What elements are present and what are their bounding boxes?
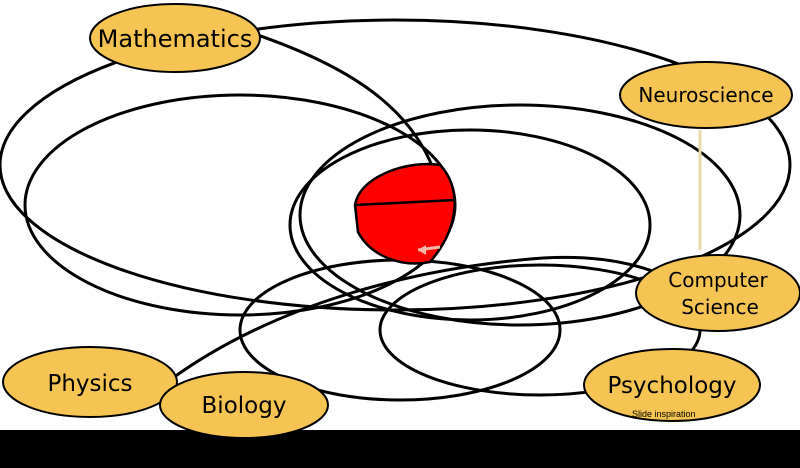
footnote: Slide inspiration	[632, 409, 696, 419]
label-bubbles	[2, 3, 800, 439]
overlap-divider	[354, 198, 456, 207]
link-physics-cs	[169, 255, 691, 382]
overlap-region	[353, 162, 456, 265]
bubble-physics	[2, 346, 178, 418]
label-science: Science	[681, 295, 759, 319]
bubble-biology	[159, 371, 329, 439]
label-neuroscience: Neuroscience	[638, 83, 773, 107]
ellipse-neuroscience	[298, 103, 742, 327]
label-psychology: Psychology	[607, 373, 736, 399]
label-mathematics: Mathematics	[98, 25, 253, 53]
label-physics: Physics	[47, 371, 132, 397]
label-biology: Biology	[202, 393, 287, 419]
ellipse-computer-science	[288, 128, 652, 322]
bubble-neuroscience	[619, 61, 793, 129]
bubble-mathematics	[89, 3, 261, 73]
bubble-psychology	[583, 348, 761, 422]
label-computer: Computer	[668, 268, 768, 292]
arrow-head-icon	[418, 245, 426, 255]
bubble-computer-science	[635, 254, 800, 332]
